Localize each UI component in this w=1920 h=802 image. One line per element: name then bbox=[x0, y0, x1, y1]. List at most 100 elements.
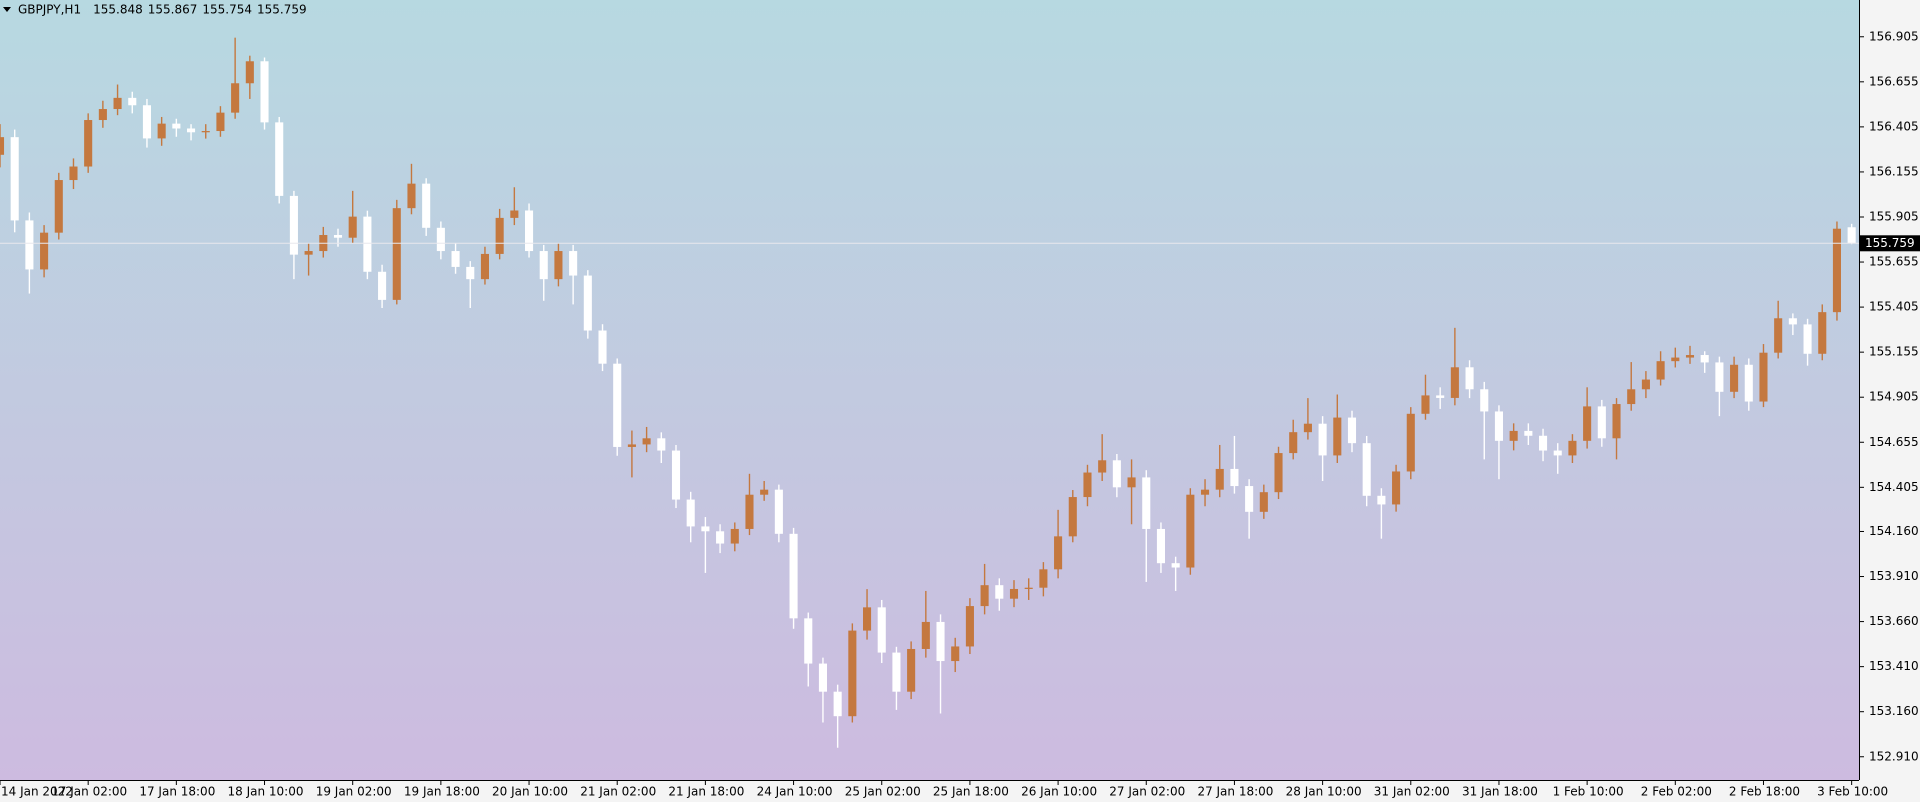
candle-body bbox=[760, 489, 769, 495]
candle-body bbox=[995, 585, 1004, 599]
candle-body bbox=[804, 618, 813, 664]
y-tick-label: 155.405 bbox=[1869, 300, 1919, 314]
candle-body bbox=[657, 438, 666, 451]
candle-body bbox=[1303, 423, 1312, 433]
candle-body bbox=[451, 251, 460, 267]
candle-body bbox=[480, 253, 489, 280]
candle-body bbox=[1156, 528, 1165, 564]
y-tick-label: 156.405 bbox=[1869, 119, 1919, 133]
candle-body bbox=[10, 137, 19, 221]
x-tick-label: 19 Jan 02:00 bbox=[316, 785, 392, 799]
candle-body bbox=[1098, 460, 1107, 473]
y-tick-label: 155.655 bbox=[1869, 255, 1919, 269]
x-tick-label: 21 Jan 18:00 bbox=[668, 785, 744, 799]
candle-body bbox=[216, 112, 225, 132]
candle-body bbox=[965, 606, 974, 647]
candle-body bbox=[172, 123, 181, 129]
x-tick-label: 25 Jan 18:00 bbox=[933, 785, 1009, 799]
candle-body bbox=[1245, 486, 1254, 512]
x-tick-label: 28 Jan 10:00 bbox=[1286, 785, 1362, 799]
candle-body bbox=[436, 227, 445, 252]
candle-body bbox=[1715, 362, 1724, 392]
candle-body bbox=[231, 83, 240, 113]
y-tick-label: 153.660 bbox=[1869, 614, 1919, 628]
candle-body bbox=[333, 235, 343, 238]
candle-body bbox=[1568, 440, 1577, 456]
x-tick-label: 17 Jan 18:00 bbox=[139, 785, 215, 799]
symbol-title: GBPJPY,H1 bbox=[18, 3, 81, 17]
header-close: 155.759 bbox=[257, 3, 307, 17]
x-tick-label: 26 Jan 10:00 bbox=[1021, 785, 1097, 799]
candle-body bbox=[907, 648, 916, 692]
candle-body bbox=[1318, 423, 1327, 456]
plot-marks bbox=[0, 37, 1856, 748]
candle-body bbox=[260, 61, 269, 123]
candle-body bbox=[1230, 468, 1239, 487]
candle-body bbox=[1436, 395, 1445, 398]
header-high: 155.867 bbox=[148, 3, 198, 17]
candle-body bbox=[113, 97, 122, 110]
y-tick-label: 156.905 bbox=[1869, 29, 1919, 43]
candle-body bbox=[730, 528, 739, 544]
candle-body bbox=[1127, 477, 1136, 488]
header-triangle[interactable] bbox=[3, 7, 11, 12]
candle-body bbox=[980, 585, 989, 607]
candle-body bbox=[201, 131, 210, 133]
y-tick-label: 152.910 bbox=[1869, 749, 1919, 763]
candle-body bbox=[1450, 367, 1459, 398]
header-low: 155.754 bbox=[202, 3, 252, 17]
candle-body bbox=[1024, 587, 1033, 589]
last-price-box bbox=[1860, 235, 1920, 252]
y-tick-label: 156.655 bbox=[1869, 74, 1919, 88]
candle-body bbox=[1774, 318, 1783, 353]
candle-body bbox=[1847, 227, 1856, 244]
candle-body bbox=[142, 105, 151, 139]
candle-body bbox=[1465, 367, 1474, 390]
y-tick-label: 154.405 bbox=[1869, 480, 1919, 494]
candle-body bbox=[1509, 430, 1518, 441]
candle-body bbox=[716, 531, 725, 544]
candle-body bbox=[745, 494, 754, 529]
candle-body bbox=[774, 489, 783, 534]
candle-body bbox=[569, 251, 578, 276]
candle-body bbox=[642, 438, 651, 445]
candle-body bbox=[1539, 435, 1548, 451]
candle-body bbox=[304, 251, 313, 255]
candle-body bbox=[1289, 432, 1298, 454]
y-tick-label: 154.905 bbox=[1869, 390, 1919, 404]
x-tick-label: 31 Jan 02:00 bbox=[1374, 785, 1450, 799]
candle-body bbox=[1553, 450, 1562, 456]
candle-body bbox=[921, 621, 930, 649]
x-tick-label: 24 Jan 10:00 bbox=[757, 785, 833, 799]
candle-body bbox=[1583, 406, 1592, 441]
candle-body bbox=[877, 607, 886, 653]
y-tick-label: 153.910 bbox=[1869, 569, 1919, 583]
candle-body bbox=[1186, 494, 1195, 568]
candle-body bbox=[1656, 361, 1665, 380]
x-tick-label: 20 Jan 10:00 bbox=[492, 785, 568, 799]
x-tick-label: 1 Feb 10:00 bbox=[1553, 785, 1624, 799]
candle-body bbox=[1641, 379, 1650, 390]
x-tick-label: 18 Jan 10:00 bbox=[228, 785, 304, 799]
candle-body bbox=[1744, 364, 1753, 402]
y-tick-label: 155.155 bbox=[1869, 345, 1919, 359]
candle-body bbox=[0, 137, 5, 155]
candle-body bbox=[495, 217, 504, 254]
x-tick-label: 3 Feb 10:00 bbox=[1817, 785, 1888, 799]
candle-body bbox=[1730, 364, 1739, 392]
candle-body bbox=[1171, 563, 1180, 568]
candle-body bbox=[1406, 413, 1415, 472]
candle-body bbox=[951, 646, 960, 662]
candle-body bbox=[936, 621, 945, 662]
candle-body bbox=[54, 180, 63, 233]
candle-body bbox=[275, 122, 284, 196]
y-tick-label: 153.160 bbox=[1869, 704, 1919, 718]
candle-body bbox=[1333, 417, 1342, 456]
candle-body bbox=[422, 183, 431, 228]
candle-body bbox=[510, 210, 519, 218]
candle-body bbox=[1274, 453, 1283, 493]
candle-body bbox=[833, 691, 842, 717]
candle-body bbox=[539, 251, 548, 280]
candle-body bbox=[363, 216, 372, 272]
